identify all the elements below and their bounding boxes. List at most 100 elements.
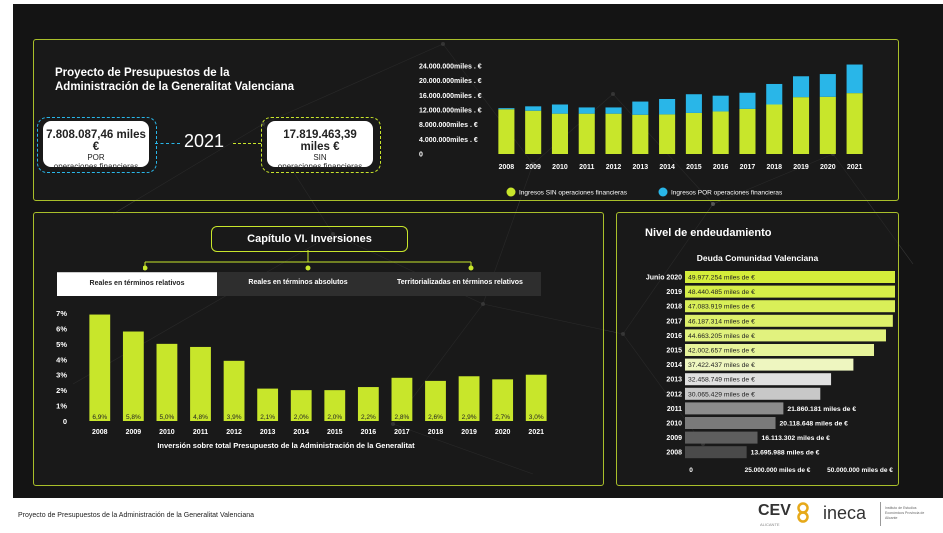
inv-bar xyxy=(458,376,480,421)
income-ytick-label: 8.000.000miles . € xyxy=(419,122,478,129)
inv-data-label: 4,8% xyxy=(193,414,208,421)
cev-logo-mark xyxy=(797,502,809,523)
tab-reales-absolutos[interactable]: Reales en términos absolutos xyxy=(217,272,379,296)
income-xtick-label: 2009 xyxy=(525,164,541,171)
inv-xtick-label: 2019 xyxy=(461,429,477,436)
income-xtick-label: 2011 xyxy=(579,164,594,171)
debt-bar xyxy=(685,344,875,356)
income-legend-marker xyxy=(506,187,516,197)
debt-bar xyxy=(685,373,832,386)
debt-bar xyxy=(685,271,895,283)
debt-data-label: 32.458.749 miles de € xyxy=(688,377,755,384)
debt-data-label: 16.113.302 miles de € xyxy=(762,435,831,442)
inv-bar xyxy=(357,387,379,421)
inv-bar xyxy=(324,390,346,421)
sin-line1: SIN xyxy=(313,153,327,162)
sin-value: 17.819.463,39 miles € xyxy=(283,129,357,153)
left-box-frame xyxy=(37,117,157,173)
debt-data-label: 30.065.429 miles de € xyxy=(688,391,755,398)
debt-horizontal-bar-chart: Junio 2020 49.977.254 miles de € 2019 48.44… xyxy=(646,271,895,474)
ineca-logo: ineca xyxy=(823,503,867,523)
income-bar-por xyxy=(605,107,622,114)
debt-data-label: 37.422.437 miles de € xyxy=(688,362,755,369)
inv-ytick-label: 6% xyxy=(56,324,67,333)
income-xtick-label: 2013 xyxy=(633,164,649,171)
inv-ytick-label: 5% xyxy=(56,340,67,349)
por-line1: POR xyxy=(87,153,105,162)
income-legend-marker xyxy=(658,187,668,197)
page-title-line2: Administración de la Generalitat Valenci… xyxy=(55,81,295,93)
debt-ytick-label: 2015 xyxy=(666,348,682,355)
inv-xtick-label: 2013 xyxy=(260,429,276,436)
tab-connectors xyxy=(143,250,474,271)
debt-data-label: 49.977.254 miles de € xyxy=(688,275,755,282)
income-bar-sin xyxy=(793,97,810,154)
inv-data-label: 2,6% xyxy=(428,414,443,421)
debt-ytick-label: 2019 xyxy=(666,289,682,296)
income-legend-label: Ingresos POR operaciones financieras xyxy=(671,190,783,197)
debt-ytick-label: 2008 xyxy=(666,450,682,457)
income-bar-sin xyxy=(578,113,595,154)
inv-xtick-label: 2010 xyxy=(159,429,175,436)
debt-title: Nivel de endeudamiento xyxy=(645,227,772,239)
inv-bar xyxy=(425,380,446,421)
tab-territorializadas[interactable]: Territorializadas en términos relativos xyxy=(379,272,541,296)
debt-ytick-label: 2012 xyxy=(666,391,682,398)
debt-bar xyxy=(685,300,895,313)
income-ytick-label: 0 xyxy=(419,152,423,159)
income-bar-sin xyxy=(525,110,542,154)
inv-xtick-label: 2021 xyxy=(528,429,544,436)
income-bar-sin xyxy=(632,114,649,154)
income-xtick-label: 2010 xyxy=(552,164,568,171)
inv-ytick-label: 1% xyxy=(56,402,67,411)
income-bar-por xyxy=(659,99,676,115)
inv-data-label: 2,8% xyxy=(395,414,410,421)
income-bar-por xyxy=(551,104,568,114)
inv-bar xyxy=(89,314,111,421)
inv-bar xyxy=(391,377,413,421)
inv-ytick-label: 4% xyxy=(56,355,67,364)
inv-data-label: 2,9% xyxy=(462,414,477,421)
inv-ytick-label: 2% xyxy=(56,386,67,395)
inv-bar xyxy=(190,346,211,421)
debt-ytick-label: 2009 xyxy=(666,435,682,442)
income-xtick-label: 2014 xyxy=(659,164,675,171)
debt-ytick-label: Junio 2020 xyxy=(646,275,682,282)
income-bar-sin xyxy=(551,113,568,154)
inv-bar xyxy=(122,331,144,421)
income-bar-por xyxy=(712,95,729,112)
footer: Proyecto de Presupuestos de la Administr… xyxy=(0,498,943,533)
connector-right xyxy=(233,143,261,144)
chapter-title: Capítulo VI. Inversiones xyxy=(247,233,372,245)
inv-ytick-label: 7% xyxy=(56,309,67,318)
income-stacked-bar-chart: 24.000.000miles . € 20.000.000miles . € 16… xyxy=(419,64,863,197)
income-bar-por xyxy=(578,107,595,114)
inv-bar xyxy=(525,374,547,421)
income-ytick-label: 12.000.000miles . € xyxy=(419,108,482,115)
inv-data-label: 2,0% xyxy=(327,414,342,421)
income-xtick-label: 2018 xyxy=(766,164,782,171)
inv-data-label: 2,0% xyxy=(294,414,309,421)
income-xtick-label: 2012 xyxy=(606,164,622,171)
inv-xtick-label: 2011 xyxy=(193,429,208,436)
inv-xtick-label: 2018 xyxy=(428,429,444,436)
sin-operaciones-box: 17.819.463,39 miles € SIN operaciones fi… xyxy=(267,121,373,171)
inv-data-label: 2,2% xyxy=(361,414,376,421)
income-xtick-label: 2020 xyxy=(820,164,836,171)
income-bar-por xyxy=(766,83,783,105)
inv-bar xyxy=(156,343,178,421)
page-title: Proyecto de Presupuestos de la Administr… xyxy=(55,66,294,94)
income-ytick-label: 20.000.000miles . € xyxy=(419,78,482,85)
inv-data-label: 3,0% xyxy=(529,414,544,421)
income-bar-por xyxy=(739,92,756,109)
inv-data-label: 5,8% xyxy=(126,414,141,421)
debt-data-label: 20.118.648 miles de € xyxy=(780,421,849,428)
debt-data-label: 47.083.919 miles de € xyxy=(688,304,755,311)
chapter-title-pill: Capítulo VI. Inversiones xyxy=(211,226,408,252)
income-bar-por xyxy=(685,94,702,113)
por-operaciones-box: 7.808.087,46 miles € POR operaciones fin… xyxy=(43,121,149,171)
income-xtick-label: 2008 xyxy=(499,164,515,171)
debt-ytick-label: 2016 xyxy=(666,333,682,340)
tab-reales-relativos[interactable]: Reales en términos relativos xyxy=(57,272,217,296)
logo-divider xyxy=(880,502,881,526)
